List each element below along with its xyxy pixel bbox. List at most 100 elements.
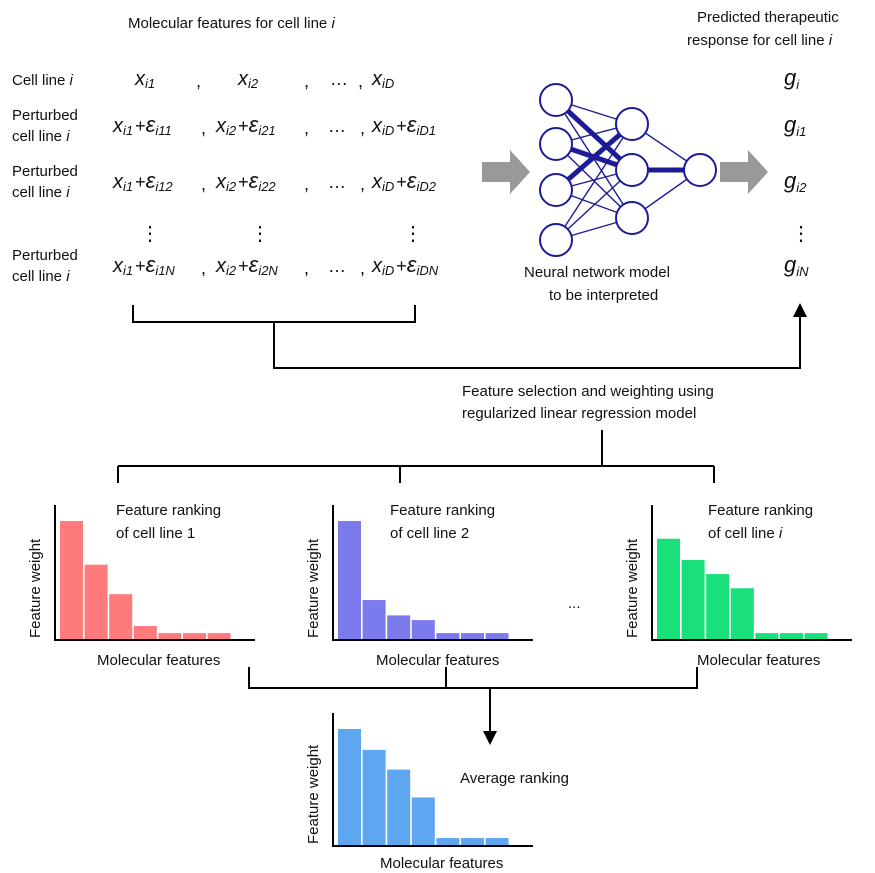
chart-subtitle-1: of cell line 2 — [390, 525, 469, 542]
sep-r0-c2: , — [358, 71, 363, 91]
term-r3-c3: xiD +εiDN — [371, 252, 439, 278]
bar-2-4 — [755, 633, 779, 639]
chart-xlabel-0: Molecular features — [97, 652, 220, 669]
term-r3-c1: xi2 +εi2N — [215, 252, 278, 278]
bar-0-0 — [60, 521, 83, 639]
term-r0-c3: xiD — [371, 68, 394, 91]
bar-3-0 — [338, 729, 361, 845]
bar-0-3 — [133, 626, 157, 639]
bar-2-5 — [780, 633, 803, 639]
ranking-chart-3: Feature weight Molecular features Average … — [305, 713, 569, 872]
molecular-features-header: Molecular features for cell line i — [128, 15, 335, 32]
branch-to-rankings — [117, 430, 715, 483]
bar-1-1 — [362, 600, 386, 639]
term-r0-c2: … — [330, 69, 348, 89]
chart-axes-3 — [332, 713, 533, 847]
vdots-col1: ⋮ — [140, 223, 160, 245]
charts-ellipsis: ... — [568, 595, 581, 612]
sep-r3-c2: , — [360, 258, 365, 278]
nn-node — [539, 223, 573, 257]
term-r1-c1: xi2 +εi21 — [215, 112, 276, 138]
regression-label-line1: Feature selection and weighting using — [462, 383, 714, 400]
chart-ylabel-3: Feature weight — [305, 744, 322, 844]
sep-r2-c1: , — [304, 174, 309, 194]
chart-title-0: Feature ranking — [116, 502, 221, 519]
sep-r0-c0: , — [196, 71, 201, 91]
chart-subtitle-2: of cell line i — [708, 525, 783, 542]
nn-node — [539, 173, 573, 207]
sep-r3-c0: , — [201, 258, 206, 278]
chart-title-3: Average ranking — [460, 770, 569, 787]
bar-1-0 — [338, 521, 361, 639]
chart-title-1: Feature ranking — [390, 502, 495, 519]
bar-0-1 — [84, 564, 108, 639]
nn-label-line1: Neural network model — [524, 264, 670, 281]
chart-ylabel-2: Feature weight — [624, 538, 641, 638]
input-bracket — [132, 305, 416, 323]
term-r2-c2: … — [328, 172, 346, 192]
chart-subtitle-0: of cell line 1 — [116, 525, 195, 542]
chart-axes-2 — [651, 505, 852, 641]
chart-title-2: Feature ranking — [708, 502, 813, 519]
bar-1-6 — [485, 633, 509, 639]
nn-node — [615, 153, 649, 187]
bar-3-3 — [411, 797, 435, 845]
output-g-0: gi — [784, 65, 800, 92]
sep-r1-c0: , — [201, 118, 206, 138]
nn-edge — [554, 98, 634, 172]
neural-network-icon — [539, 83, 717, 257]
bar-2-1 — [681, 559, 705, 639]
bar-1-3 — [411, 620, 435, 639]
vdots-col2: ⋮ — [250, 223, 270, 245]
bar-3-5 — [461, 838, 484, 845]
bar-3-4 — [436, 838, 460, 845]
vdots-output: ⋮ — [791, 223, 811, 245]
term-r0-c0: xi1 — [134, 68, 155, 91]
row-label-sub-2: cell line i — [12, 184, 70, 201]
chart-ylabel-0: Feature weight — [27, 538, 44, 638]
row-label-sub-3: cell line i — [12, 268, 70, 285]
term-r2-c0: xi1 +εi12 — [112, 168, 173, 194]
chart-xlabel-3: Molecular features — [380, 855, 503, 872]
sep-r0-c1: , — [304, 71, 309, 91]
chart-ylabel-1: Feature weight — [305, 538, 322, 638]
bar-2-2 — [706, 574, 730, 639]
nn-label-line2: to be interpreted — [549, 287, 658, 304]
bar-1-5 — [461, 633, 484, 639]
input-to-network-arrow — [482, 150, 530, 194]
bar-0-4 — [158, 633, 182, 639]
vdots-col3: ⋮ — [403, 223, 423, 245]
row-label-2: Perturbed — [12, 163, 78, 180]
sep-r3-c1: , — [304, 258, 309, 278]
ranking-chart-2: Feature weight Molecular features Feature … — [624, 502, 852, 669]
predicted-response-header-line2: response for cell line i — [687, 32, 833, 49]
ranking-chart-0: Feature weight Molecular features Feature … — [27, 502, 255, 669]
bar-2-0 — [657, 538, 680, 639]
sep-r1-c2: , — [360, 118, 365, 138]
input-rows: Cell line i xi1, xi2, …, xiD gi Perturbed cell … — [12, 65, 809, 285]
nn-edge — [555, 169, 633, 241]
output-g-1: gi1 — [784, 112, 806, 139]
row-label-1: Perturbed — [12, 107, 78, 124]
nn-edge — [555, 123, 633, 241]
bar-3-2 — [387, 769, 411, 845]
sep-r2-c0: , — [201, 174, 206, 194]
term-r2-c3: xiD +εiD2 — [371, 168, 437, 194]
network-to-output-arrow — [720, 150, 768, 194]
row-label-sub-1: cell line i — [12, 128, 70, 145]
bar-0-5 — [183, 633, 206, 639]
regression-connector-arrow — [273, 303, 807, 369]
nn-node — [539, 127, 573, 161]
bar-0-6 — [207, 633, 231, 639]
regression-label-line2: regularized linear regression model — [462, 405, 696, 422]
chart-axes-1 — [332, 505, 533, 641]
term-r1-c3: xiD +εiD1 — [371, 112, 436, 138]
sep-r1-c1: , — [304, 118, 309, 138]
row-label-3: Perturbed — [12, 247, 78, 264]
ranking-chart-1: Feature weight Molecular features Feature … — [305, 502, 533, 669]
term-r3-c0: xi1 +εi1N — [112, 252, 175, 278]
bar-2-3 — [730, 588, 754, 639]
nn-node — [615, 107, 649, 141]
bar-1-2 — [387, 615, 411, 639]
